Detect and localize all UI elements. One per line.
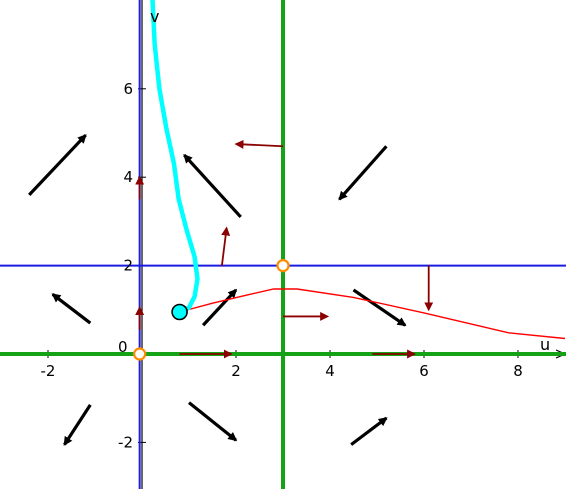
- x-tick-label: -2: [41, 362, 56, 380]
- equilibrium-point: [133, 347, 147, 361]
- y-tick-label: 6: [123, 80, 133, 98]
- direction-field-arrow: [28, 134, 87, 196]
- nullcline-arrows-group: [135, 139, 434, 359]
- y-tick-label: 2: [123, 257, 133, 275]
- direction-field-arrow: [63, 403, 92, 446]
- x-tick-label: 6: [419, 362, 429, 380]
- x-tick-label: 2: [231, 362, 241, 380]
- points-group: [133, 259, 290, 361]
- y-tick-label: -2: [118, 433, 133, 451]
- origin-label: 0: [118, 338, 128, 356]
- nullcline-arrow: [234, 139, 284, 149]
- tick-labels-group: u v 0 -2 2 4 6 8 -2 2 4 6: [41, 7, 551, 451]
- y-axis-label: v: [150, 7, 159, 26]
- x-tick-label: 4: [325, 362, 335, 380]
- y-tick-label: 4: [123, 168, 133, 186]
- direction-field-arrow: [352, 288, 407, 327]
- trajectory-curve: [150, 0, 200, 315]
- direction-field-arrow: [183, 153, 242, 219]
- x-axis-label: u: [540, 335, 550, 354]
- direction-field-arrow: [201, 288, 238, 327]
- red-curve: [179, 288, 566, 340]
- direction-field-arrow: [51, 293, 92, 325]
- direction-field-arrow: [188, 401, 238, 442]
- curves-group: [150, 0, 566, 340]
- direction-field-arrow: [338, 145, 388, 201]
- direction-field-arrow: [350, 416, 388, 446]
- direction-field-group: [28, 134, 407, 446]
- x-tick-label: 8: [513, 362, 523, 380]
- nullcline-arrow: [221, 226, 231, 266]
- equilibrium-point: [276, 259, 290, 273]
- initial-point: [171, 303, 188, 321]
